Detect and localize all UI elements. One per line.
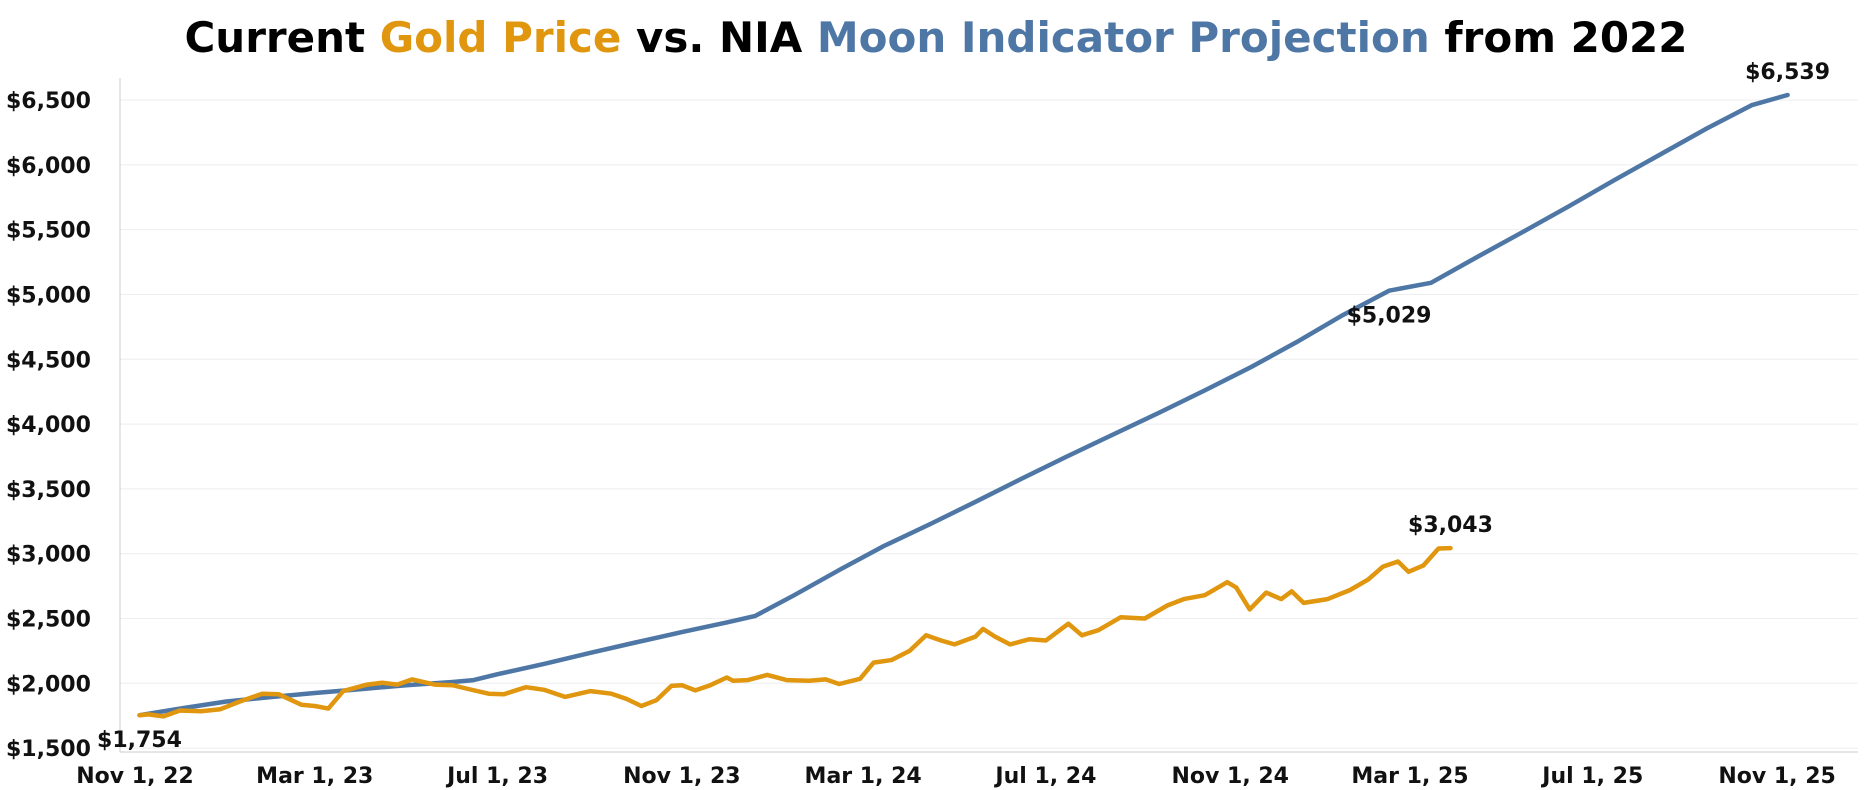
y-tick-label: $5,500: [6, 219, 91, 244]
gridlines: [120, 99, 1858, 749]
x-tick-label: Jul 1, 25: [1540, 764, 1643, 789]
x-tick-label: Nov 1, 22: [76, 764, 193, 789]
title-part-gold-price: Gold Price: [380, 13, 622, 62]
title-part-moon-indicator: Moon Indicator Projection: [817, 13, 1430, 62]
y-tick-label: $1,500: [6, 737, 91, 762]
title-part-vs-nia: vs. NIA: [621, 13, 816, 62]
y-tick-label: $5,000: [6, 283, 91, 308]
y-tick-label: $3,000: [6, 543, 91, 568]
series-lines: [137, 92, 1790, 719]
chart-title: Current Gold Price vs. NIA Moon Indicato…: [184, 13, 1687, 62]
x-tick-label: Jul 1, 24: [993, 764, 1096, 789]
y-tick-label: $6,000: [6, 154, 91, 179]
title-part-from-2022: from 2022: [1430, 13, 1688, 62]
y-tick-label: $4,500: [6, 348, 91, 373]
x-tick-label: Mar 1, 25: [1351, 764, 1468, 789]
y-tick-label: $4,000: [6, 413, 91, 438]
y-tick-label: $2,500: [6, 607, 91, 632]
x-tick-label: Nov 1, 23: [623, 764, 740, 789]
y-tick-label: $6,500: [6, 89, 91, 114]
x-tick-label: Jul 1, 23: [445, 764, 548, 789]
x-tick-label: Mar 1, 24: [805, 764, 922, 789]
x-tick-label: Nov 1, 24: [1171, 764, 1288, 789]
data-labels: $1,754 $3,043 $5,029 $6,539: [97, 60, 1830, 753]
x-tick-label: Nov 1, 25: [1718, 764, 1835, 789]
data-label: $5,029: [1347, 304, 1432, 329]
title-part-current: Current: [184, 13, 379, 62]
axes: $1,500 $2,000 $2,500 $3,000 $3,500 $4,000 $4,5…: [6, 78, 1858, 789]
y-tick-label: $3,500: [6, 478, 91, 503]
series-line-gold-price: [137, 545, 1453, 719]
series-line-moon-indicator-projection: [137, 92, 1790, 718]
data-label: $3,043: [1408, 513, 1493, 538]
data-label: $6,539: [1745, 60, 1830, 85]
data-label: $1,754: [97, 728, 182, 753]
x-tick-label: Mar 1, 23: [256, 764, 373, 789]
y-tick-label: $2,000: [6, 672, 91, 697]
